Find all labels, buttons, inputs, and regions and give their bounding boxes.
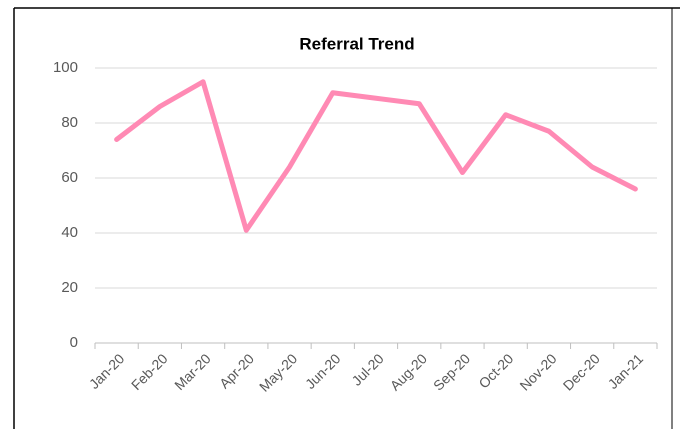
y-tick-label: 0 (70, 334, 78, 351)
line-series (114, 79, 638, 233)
chart-title: Referral Trend (299, 34, 414, 53)
y-tick-label: 80 (61, 114, 78, 131)
y-tick-label: 100 (53, 59, 78, 76)
y-tick-label: 40 (61, 224, 78, 241)
y-tick-label: 60 (61, 169, 78, 186)
y-tick-label: 20 (61, 279, 78, 296)
